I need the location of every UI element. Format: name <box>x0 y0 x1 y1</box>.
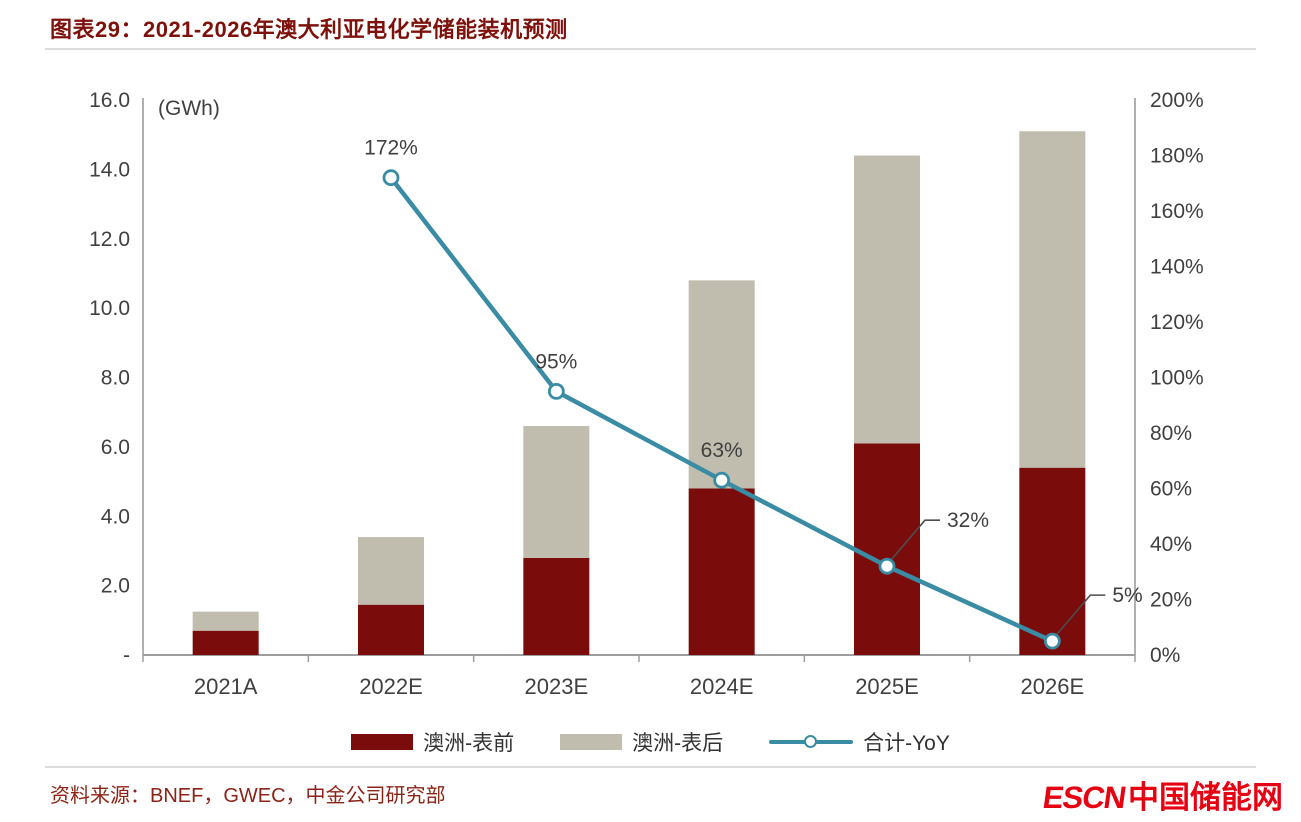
chart-title: 图表29：2021-2026年澳大利亚电化学储能装机预测 <box>50 17 568 42</box>
right-axis-tick-label: 200% <box>1150 89 1204 112</box>
source-text: 资料来源：BNEF，GWEC，中金公司研究部 <box>50 785 446 807</box>
left-axis-tick-label: 14.0 <box>89 158 130 181</box>
chart-legend: 澳洲-表前 澳洲-表后 合计-YoY <box>0 727 1301 757</box>
right-axis-tick-label: 40% <box>1150 533 1192 556</box>
yoy-data-label: 5% <box>1112 584 1142 607</box>
left-axis-tick-label: 10.0 <box>89 297 130 320</box>
right-axis-tick-label: 160% <box>1150 200 1204 223</box>
left-axis-tick-label: 6.0 <box>101 436 130 459</box>
category-label: 2024E <box>690 674 754 699</box>
yoy-marker <box>547 382 565 400</box>
logo-latin: ESCN <box>1040 780 1128 815</box>
bar-segment-behind <box>523 426 590 558</box>
legend-item-front: 澳洲-表前 <box>351 727 514 757</box>
bar-segment-behind <box>854 155 920 444</box>
category-label: 2023E <box>525 674 589 699</box>
category-label: 2021A <box>194 674 258 699</box>
bar-segment-front <box>1019 467 1086 655</box>
escn-logo: ESCN中国储能网 <box>1040 772 1283 817</box>
bar-segment-front <box>192 630 259 655</box>
legend-line-marker-icon <box>769 734 854 750</box>
right-axis-tick-label: 180% <box>1150 145 1204 168</box>
category-label: 2022E <box>359 674 423 699</box>
category-label: 2026E <box>1021 674 1085 699</box>
right-axis-tick-label: 60% <box>1150 478 1192 501</box>
left-axis-tick-label: - <box>123 644 130 667</box>
legend-label-yoy: 合计-YoY <box>863 732 950 755</box>
bar-segment-front <box>854 443 920 655</box>
bar-segment-front <box>688 488 755 655</box>
legend-label-behind: 澳洲-表后 <box>632 732 724 755</box>
right-axis-tick-label: 80% <box>1150 422 1192 445</box>
bar-segment-front <box>358 604 424 655</box>
legend-label-front: 澳洲-表前 <box>423 732 515 755</box>
bar-segment-front <box>523 557 590 655</box>
yoy-marker <box>1043 632 1061 650</box>
left-axis-tick-label: 2.0 <box>101 575 130 598</box>
right-axis-tick-label: 0% <box>1150 644 1180 667</box>
bar-segment-behind <box>688 280 755 489</box>
logo-chinese: 中国储能网 <box>1128 780 1283 815</box>
right-axis-tick-label: 140% <box>1150 256 1204 279</box>
footer-divider <box>45 766 1256 768</box>
right-axis-tick-label: 120% <box>1150 311 1204 334</box>
bar-segment-behind <box>358 537 424 605</box>
category-label: 2025E <box>855 674 919 699</box>
yoy-data-label: 63% <box>701 439 743 462</box>
yoy-marker <box>878 557 896 575</box>
yoy-marker <box>382 169 400 187</box>
legend-swatch-front-icon <box>351 734 414 750</box>
right-axis-tick-label: 100% <box>1150 367 1204 390</box>
legend-item-yoy: 合计-YoY <box>769 727 950 757</box>
left-axis-unit-label: (GWh) <box>158 97 220 120</box>
yoy-marker <box>713 471 731 489</box>
yoy-data-label: 95% <box>535 350 577 373</box>
bar-segment-behind <box>1019 131 1086 468</box>
yoy-label-leader-line <box>889 519 940 562</box>
left-axis-tick-label: 12.0 <box>89 228 130 251</box>
yoy-data-label: 172% <box>364 137 418 160</box>
left-axis-tick-label: 8.0 <box>101 367 130 390</box>
left-axis-tick-label: 4.0 <box>101 505 130 528</box>
left-axis-tick-label: 16.0 <box>89 89 130 112</box>
yoy-label-leader-line <box>1054 594 1106 637</box>
legend-item-behind: 澳洲-表后 <box>560 727 723 757</box>
legend-swatch-behind-icon <box>560 734 623 750</box>
bar-segment-behind <box>192 611 259 631</box>
yoy-data-label: 32% <box>947 509 989 532</box>
right-axis-tick-label: 20% <box>1150 589 1192 612</box>
title-divider <box>45 48 1256 50</box>
